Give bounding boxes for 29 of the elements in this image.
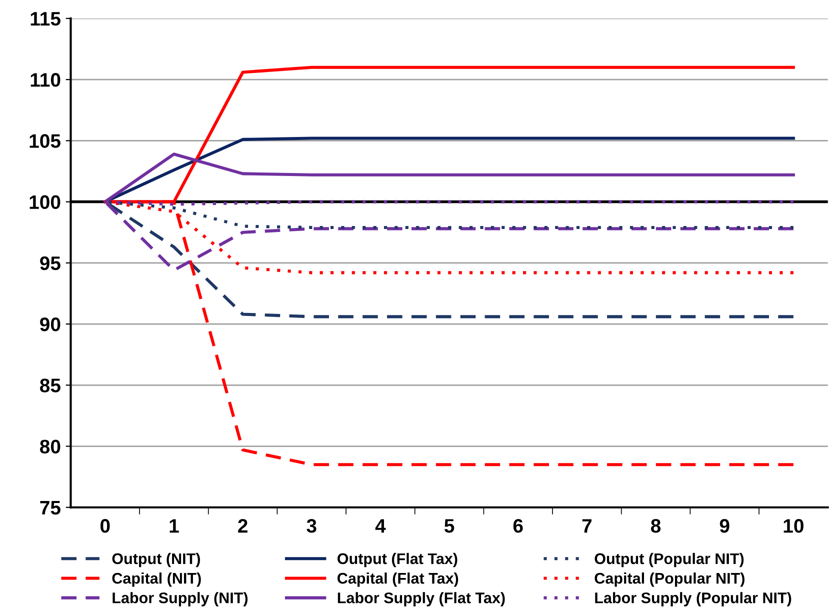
legend-label: Labor Supply (Flat Tax) xyxy=(338,592,505,606)
x-tick-label: 4 xyxy=(375,519,386,533)
y-tick-label: 95 xyxy=(40,256,60,270)
x-tick-label: 8 xyxy=(650,519,661,533)
legend-label: Capital (Flat Tax) xyxy=(338,572,458,587)
x-tick-label: 7 xyxy=(582,519,592,533)
x-tick-label: 6 xyxy=(513,519,523,533)
y-tick-label: 90 xyxy=(40,317,60,332)
y-tick-label: 80 xyxy=(40,440,60,454)
legend-label: Capital (NIT) xyxy=(112,572,201,587)
legend-label: Labor Supply (Popular NIT) xyxy=(595,592,792,606)
legend-label: Capital (Popular NIT) xyxy=(594,572,744,587)
y-tick-label: 100 xyxy=(30,195,60,210)
y-tick-label: 85 xyxy=(40,378,60,392)
legend-label: Output (Popular NIT) xyxy=(594,552,744,568)
y-tick-label: 75 xyxy=(40,501,60,515)
legend-label: Output (NIT) xyxy=(112,552,200,568)
legend-label: Output (Flat Tax) xyxy=(338,552,458,568)
x-tick-label: 10 xyxy=(784,519,804,533)
y-tick-label: 115 xyxy=(30,12,60,26)
x-tick-label: 2 xyxy=(238,519,248,533)
x-tick-label: 9 xyxy=(720,519,730,533)
legend-label: Labor Supply (NIT) xyxy=(112,592,248,606)
x-tick-label: 0 xyxy=(100,519,110,533)
y-tick-label: 105 xyxy=(30,134,60,148)
x-tick-label: 5 xyxy=(444,519,454,533)
x-tick-label: 1 xyxy=(170,519,179,533)
y-tick-label: 110 xyxy=(30,73,60,87)
x-tick-label: 3 xyxy=(306,519,316,533)
